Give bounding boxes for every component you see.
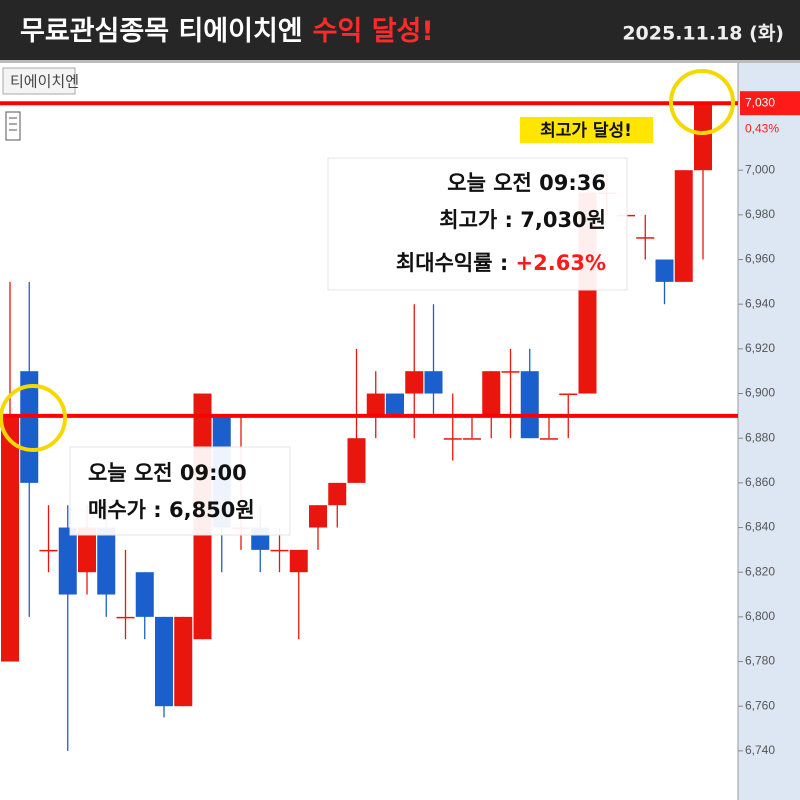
y-tick-label: 6,740 [745, 743, 775, 757]
candle-body [347, 438, 366, 483]
candle-body [501, 371, 520, 373]
candle-body [463, 438, 481, 440]
symbol-label: 티에이치엔 [10, 73, 79, 91]
overlay: 오늘 오전 09:00 매수가 : 6,850원 오늘 오전 09:36 최고가… [0, 69, 735, 536]
max-return: 최대수익률 : +2.63% [396, 251, 606, 275]
buy-circle [0, 384, 67, 452]
y-tick-label: 6,820 [745, 564, 775, 578]
candle-body [674, 170, 693, 282]
candle [289, 549, 308, 640]
candle [636, 214, 655, 260]
peak-price: 최고가 : 7,030원 [439, 208, 606, 232]
candle [58, 505, 77, 751]
candle [174, 616, 193, 707]
y-axis-panel [738, 63, 800, 800]
y-tick-label: 6,920 [745, 341, 775, 355]
candle-body [424, 371, 443, 394]
y-tick-label: 6,840 [745, 520, 775, 534]
peak-box [327, 157, 628, 291]
candle-body [39, 549, 58, 552]
candle-body [97, 527, 116, 595]
candle-body [58, 527, 77, 595]
candle [155, 616, 173, 718]
candle [366, 371, 385, 439]
y-tick-label: 6,780 [745, 654, 775, 668]
candle-body [366, 393, 385, 416]
candle [309, 505, 327, 550]
candle-body [443, 438, 462, 440]
candle-body [174, 616, 193, 707]
candle [328, 482, 347, 528]
candle [482, 371, 501, 439]
candle [1, 281, 19, 662]
buy-price: 매수가 : 6,850원 [88, 498, 255, 522]
candle-body [559, 393, 578, 396]
candle-body [1, 415, 19, 662]
candle-body [482, 371, 501, 416]
candle-body [135, 572, 154, 617]
header-divider [0, 60, 800, 63]
candle-body [155, 616, 173, 707]
candle-body [289, 549, 308, 573]
symbol-box [2, 67, 76, 95]
header-bar [0, 0, 800, 60]
header-title: 무료관심종목 티에이치엔 수익 달성! [20, 16, 434, 47]
candle-body [328, 482, 347, 506]
candle [520, 348, 539, 439]
max-return-label: 최대수익률 : [396, 251, 516, 275]
candle-body [655, 259, 674, 282]
y-tick-label: 6,800 [745, 609, 775, 623]
max-return-value: +2.63% [516, 251, 606, 275]
peak-badge: 최고가 달성! [540, 120, 632, 141]
header-date: 2025.11.18 (화) [622, 23, 784, 45]
candle-body [405, 371, 424, 394]
candle-body [520, 371, 539, 439]
candle-body [540, 438, 558, 440]
candle [694, 103, 712, 260]
candle [655, 259, 674, 305]
y-tick-label: 6,760 [745, 698, 775, 712]
peak-time: 오늘 오전 09:36 [447, 171, 606, 195]
y-tick-label: 6,880 [745, 430, 775, 444]
price-tag-label: 7,030 [745, 95, 775, 109]
price-change: 0,43% [745, 121, 779, 135]
candle-body [309, 505, 327, 528]
candle-body [20, 371, 39, 483]
candle-body [270, 549, 289, 552]
y-tick-label: 6,900 [745, 386, 775, 400]
peak-badge-bg [520, 117, 653, 143]
candle [463, 415, 481, 440]
y-tick-label: 6,960 [745, 252, 775, 266]
menu-icon-lines [9, 117, 17, 131]
candle [540, 415, 558, 440]
candle [443, 393, 462, 461]
candle [405, 304, 424, 439]
candle-body [116, 616, 135, 619]
title-highlight: 수익 달성! [313, 16, 434, 47]
candle [135, 572, 154, 640]
candle [674, 170, 693, 282]
price-tag [740, 91, 800, 116]
candle-body [694, 103, 712, 171]
candle-body [636, 237, 655, 239]
candle-body [386, 393, 404, 416]
peak-circle [669, 69, 735, 135]
y-tick-label: 6,940 [745, 296, 775, 310]
candle [116, 549, 135, 640]
candle [424, 304, 443, 416]
candle [501, 348, 520, 439]
y-tick-label: 6,860 [745, 475, 775, 489]
menu-icon [5, 111, 21, 141]
y-tick-label: 7,000 [745, 162, 775, 176]
candle [39, 505, 58, 573]
buy-box [69, 446, 291, 536]
title-main: 무료관심종목 티에이치엔 [20, 16, 303, 47]
buy-time: 오늘 오전 09:00 [88, 461, 247, 485]
candle [386, 393, 404, 416]
y-tick-label: 6,980 [745, 207, 775, 221]
candle-body [78, 527, 96, 573]
